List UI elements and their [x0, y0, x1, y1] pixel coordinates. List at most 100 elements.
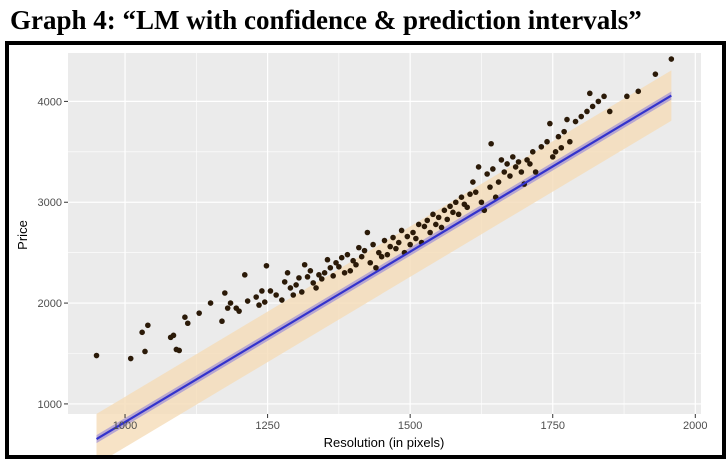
data-point: [415, 221, 422, 228]
data-point: [244, 298, 251, 304]
major-gridlines: [68, 53, 701, 414]
data-point: [584, 108, 590, 115]
data-point: [287, 285, 294, 291]
data-point: [395, 239, 402, 246]
data-point: [435, 214, 442, 221]
data-point: [321, 270, 328, 276]
data-point: [330, 273, 336, 279]
data-point: [299, 289, 305, 295]
data-point: [387, 243, 394, 250]
data-point: [316, 272, 322, 278]
data-point: [427, 229, 433, 236]
data-point: [529, 149, 536, 155]
data-point: [510, 154, 516, 160]
data-point: [404, 233, 411, 240]
data-point: [606, 108, 613, 115]
data-point: [561, 128, 567, 135]
data-point: [375, 249, 382, 256]
data-point: [410, 229, 416, 236]
data-point: [313, 285, 319, 291]
data-point: [464, 204, 470, 211]
data-point: [452, 199, 459, 206]
plot-panel: [68, 53, 701, 414]
data-point: [487, 184, 493, 190]
data-point: [219, 318, 225, 325]
data-point: [170, 332, 177, 339]
prediction-interval-band: [96, 70, 672, 455]
y-tick-label: 1000: [38, 399, 62, 411]
data-point: [182, 314, 188, 320]
data-point: [142, 348, 148, 355]
data-point: [488, 140, 494, 147]
data-point: [501, 169, 508, 175]
y-axis-ticks: 1000 2000 3000 4000: [38, 96, 68, 411]
scatter-chart: 1000 1250 1500 1750 2000 1000 2000 3000 4000 Re…: [15, 53, 708, 455]
data-point: [196, 310, 202, 316]
data-point: [518, 169, 525, 175]
data-point: [547, 120, 553, 127]
data-point: [361, 247, 368, 254]
data-point: [504, 161, 510, 167]
data-point: [393, 245, 399, 252]
data-point: [668, 56, 675, 62]
data-point: [601, 93, 607, 100]
data-point: [441, 207, 448, 214]
data-point: [455, 211, 462, 218]
data-point: [370, 241, 376, 248]
x-axis-title: Resolution (in pixels): [324, 435, 445, 450]
data-point: [472, 189, 479, 195]
data-point: [253, 294, 259, 300]
data-point: [273, 292, 279, 298]
data-point: [364, 229, 371, 236]
data-point: [444, 216, 451, 223]
data-point: [549, 154, 556, 160]
data-point: [367, 259, 374, 266]
data-point: [284, 270, 291, 276]
data-point: [413, 235, 419, 242]
data-point: [263, 262, 270, 269]
data-point: [552, 149, 559, 155]
data-point: [512, 164, 519, 170]
data-point: [307, 268, 314, 274]
data-point: [544, 138, 550, 145]
data-point: [635, 88, 642, 95]
data-point: [467, 191, 473, 197]
data-point: [353, 261, 359, 268]
data-point: [507, 173, 513, 179]
data-point: [407, 241, 413, 248]
data-point: [127, 355, 134, 362]
data-point: [558, 144, 565, 151]
data-point: [458, 194, 465, 200]
data-point: [624, 93, 630, 100]
data-point: [256, 302, 262, 308]
data-point: [555, 133, 562, 140]
page-heading: Graph 4: “LM with confidence & predictio…: [10, 5, 642, 35]
data-point: [267, 288, 274, 294]
y-tick-label: 4000: [38, 96, 62, 108]
data-point: [390, 234, 396, 241]
x-tick-label: 1000: [113, 420, 137, 432]
data-point: [450, 209, 456, 216]
data-point: [490, 166, 496, 172]
data-point: [572, 118, 579, 125]
data-point: [261, 299, 268, 305]
data-point: [398, 227, 405, 234]
y-tick-label: 2000: [38, 298, 62, 310]
data-point: [139, 329, 145, 336]
data-point: [498, 157, 505, 163]
data-point: [564, 116, 570, 123]
data-point: [318, 276, 325, 282]
data-point: [341, 270, 348, 276]
data-point: [381, 237, 388, 244]
data-point: [433, 221, 439, 228]
data-point: [304, 274, 311, 280]
data-point: [470, 179, 476, 185]
data-point: [524, 157, 530, 163]
data-point: [281, 279, 288, 285]
data-point: [301, 261, 308, 268]
data-point: [424, 217, 431, 224]
data-point: [327, 264, 334, 271]
data-point: [93, 352, 100, 359]
data-point: [347, 268, 354, 274]
data-point: [384, 251, 391, 258]
